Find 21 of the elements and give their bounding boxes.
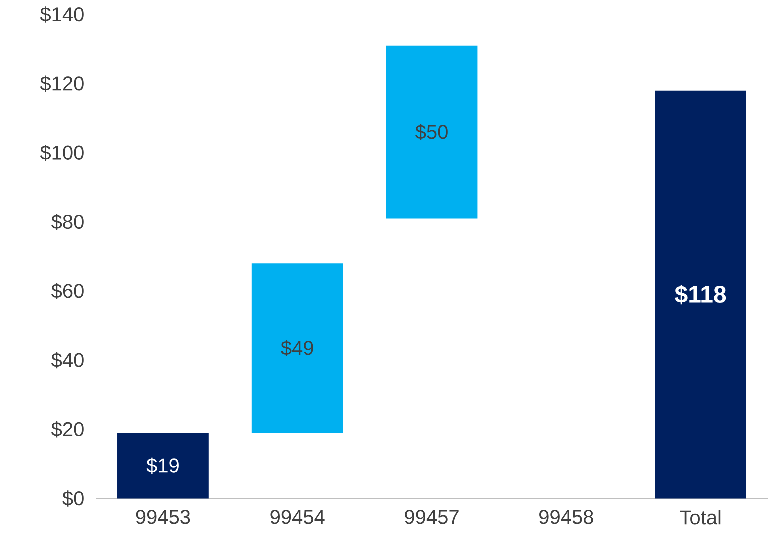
data-label: $49 <box>281 340 314 357</box>
bar <box>655 90 747 499</box>
y-tick-label: $0 <box>62 490 84 507</box>
y-tick-label: $80 <box>52 214 84 230</box>
y-tick-label: $100 <box>40 145 84 162</box>
bar <box>386 46 478 219</box>
bar <box>252 264 344 434</box>
x-tick-label: Total <box>680 510 721 525</box>
y-tick-label: $60 <box>52 283 84 300</box>
data-label: $50 <box>416 124 448 141</box>
y-tick-label: $120 <box>40 76 84 92</box>
y-tick-label: $20 <box>52 422 84 438</box>
y-tick-label: $40 <box>52 352 84 369</box>
bar <box>118 433 209 499</box>
x-tick-label: 99453 <box>136 510 190 524</box>
x-tick-label: 99458 <box>540 510 594 524</box>
x-tick-label: 99454 <box>270 510 325 524</box>
data-label: $19 <box>146 458 179 474</box>
data-label: $118 <box>675 285 726 305</box>
x-tick-label: 99457 <box>405 510 459 524</box>
y-tick-label: $140 <box>40 6 84 23</box>
